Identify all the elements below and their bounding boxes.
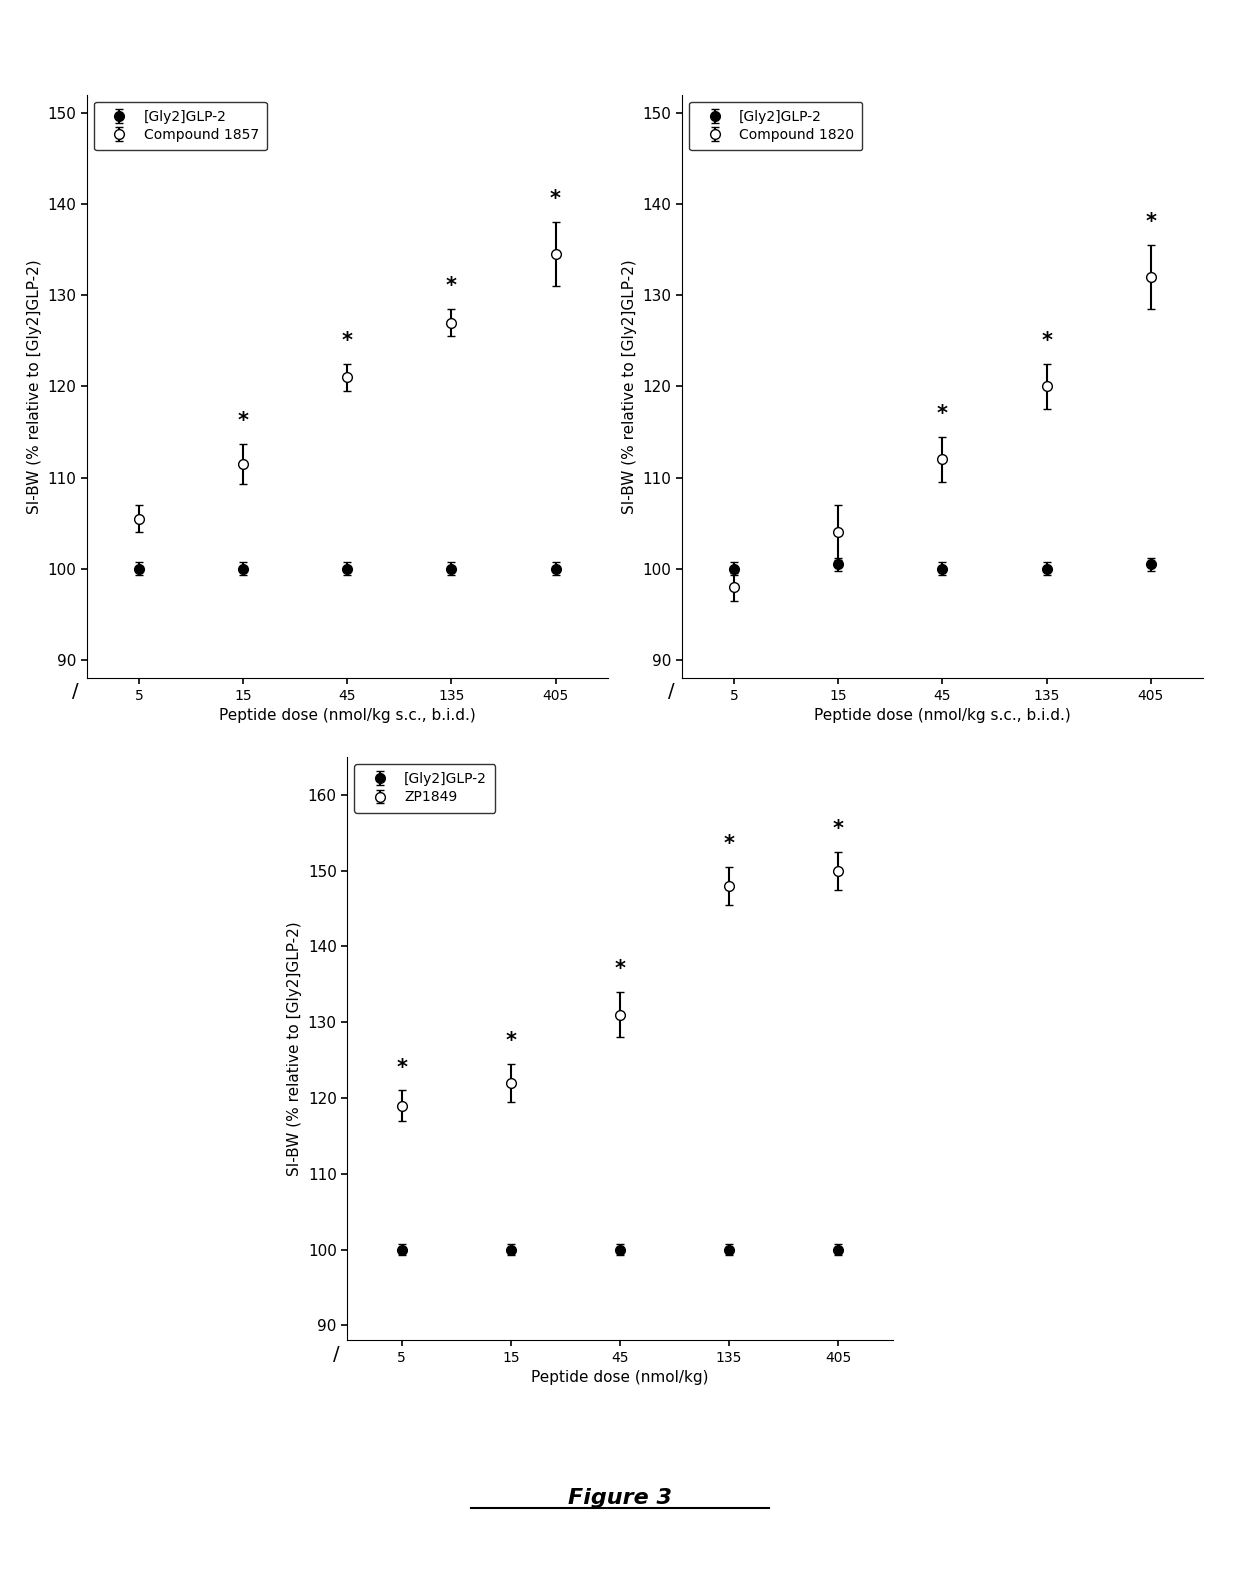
X-axis label: Peptide dose (nmol/kg s.c., b.i.d.): Peptide dose (nmol/kg s.c., b.i.d.)	[218, 708, 476, 724]
Text: *: *	[937, 404, 947, 424]
Y-axis label: SI-BW (% relative to [Gly2]GLP-2): SI-BW (% relative to [Gly2]GLP-2)	[27, 259, 42, 514]
Text: *: *	[615, 959, 625, 979]
Legend: [Gly2]GLP-2, Compound 1820: [Gly2]GLP-2, Compound 1820	[689, 101, 862, 150]
Text: *: *	[724, 834, 734, 855]
Text: *: *	[1042, 331, 1052, 350]
Text: *: *	[1146, 213, 1156, 232]
Text: Figure 3: Figure 3	[568, 1489, 672, 1508]
Text: *: *	[238, 412, 248, 431]
Text: *: *	[506, 1031, 516, 1050]
Text: *: *	[342, 331, 352, 350]
Text: *: *	[833, 818, 843, 839]
X-axis label: Peptide dose (nmol/kg): Peptide dose (nmol/kg)	[531, 1370, 709, 1386]
Text: /: /	[332, 1345, 340, 1364]
Text: *: *	[446, 276, 456, 296]
Y-axis label: SI-BW (% relative to [Gly2]GLP-2): SI-BW (% relative to [Gly2]GLP-2)	[288, 921, 303, 1176]
X-axis label: Peptide dose (nmol/kg s.c., b.i.d.): Peptide dose (nmol/kg s.c., b.i.d.)	[813, 708, 1071, 724]
Legend: [Gly2]GLP-2, ZP1849: [Gly2]GLP-2, ZP1849	[355, 763, 495, 812]
Y-axis label: SI-BW (% relative to [Gly2]GLP-2): SI-BW (% relative to [Gly2]GLP-2)	[622, 259, 637, 514]
Text: *: *	[397, 1058, 407, 1077]
Text: *: *	[551, 189, 560, 210]
Legend: [Gly2]GLP-2, Compound 1857: [Gly2]GLP-2, Compound 1857	[94, 101, 267, 150]
Text: /: /	[667, 683, 675, 702]
Text: /: /	[72, 683, 79, 702]
